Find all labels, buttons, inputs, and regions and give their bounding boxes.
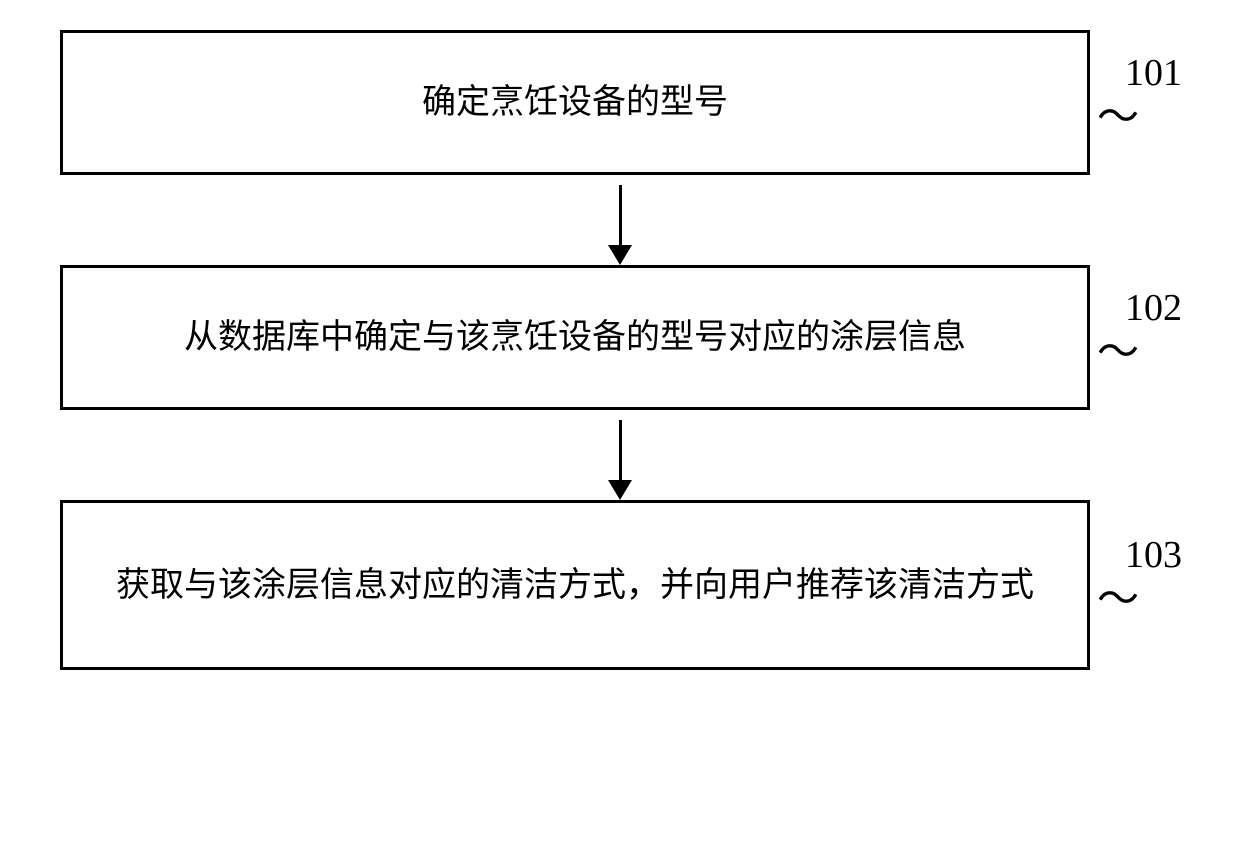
- arrow-102-to-103: [60, 410, 1180, 500]
- arrow-head-icon: [608, 480, 632, 500]
- step-label: 103: [1125, 533, 1182, 577]
- step-text: 获取与该涂层信息对应的清洁方式，并向用户推荐该清洁方式: [116, 560, 1034, 611]
- step-text: 确定烹饪设备的型号: [422, 77, 728, 128]
- step-label: 101: [1125, 51, 1182, 95]
- arrow-head-icon: [608, 245, 632, 265]
- step-box-103: 获取与该涂层信息对应的清洁方式，并向用户推荐该清洁方式 〜 103: [60, 500, 1090, 670]
- step-box-102: 从数据库中确定与该烹饪设备的型号对应的涂层信息 〜 102: [60, 265, 1090, 410]
- step-box-101: 确定烹饪设备的型号 〜 101: [60, 30, 1090, 175]
- step-label: 102: [1125, 286, 1182, 330]
- step-text: 从数据库中确定与该烹饪设备的型号对应的涂层信息: [184, 312, 966, 363]
- arrow-101-to-102: [60, 175, 1180, 265]
- flowchart-container: 确定烹饪设备的型号 〜 101 从数据库中确定与该烹饪设备的型号对应的涂层信息 …: [60, 30, 1180, 670]
